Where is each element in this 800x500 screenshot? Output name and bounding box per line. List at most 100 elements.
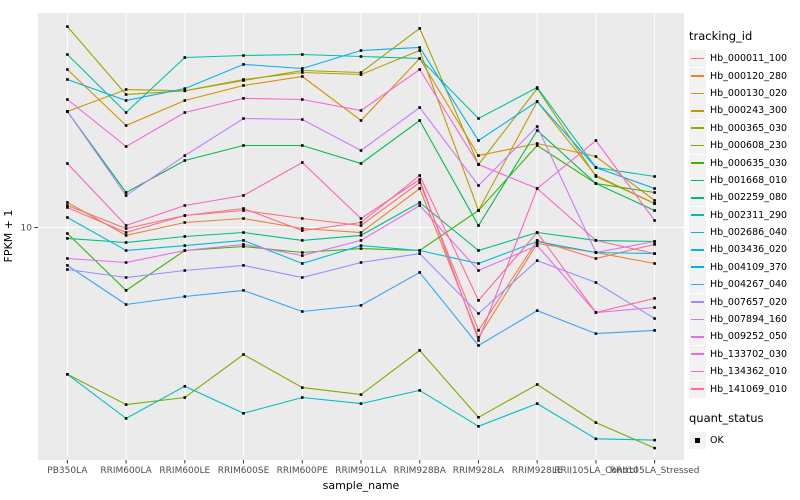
legend-key-line xyxy=(691,127,704,129)
data-point xyxy=(242,289,245,292)
data-point xyxy=(124,99,128,102)
data-point xyxy=(301,67,304,70)
legend-key xyxy=(689,363,706,381)
data-point xyxy=(594,251,598,254)
legend-key-line xyxy=(691,92,704,95)
data-point xyxy=(124,231,128,234)
data-point xyxy=(66,98,69,101)
legend-key xyxy=(689,119,706,137)
data-point xyxy=(594,332,598,335)
data-point xyxy=(594,257,598,260)
legend-key-line xyxy=(691,249,704,251)
data-point xyxy=(66,373,69,376)
data-point xyxy=(535,187,539,190)
legend-key xyxy=(689,224,706,242)
legend-key-line xyxy=(691,214,704,216)
legend-key-line xyxy=(691,301,704,303)
legend-item: Hb_001668_010 xyxy=(689,171,799,189)
data-point xyxy=(301,69,304,72)
data-point xyxy=(242,217,245,220)
data-point xyxy=(535,100,539,103)
data-point xyxy=(183,249,187,252)
data-point xyxy=(301,118,304,121)
legend-item-label: Hb_000011_100 xyxy=(710,53,788,65)
legend-item-label: Hb_000365_030 xyxy=(710,122,788,134)
data-point xyxy=(301,161,304,164)
legend-key xyxy=(689,311,706,329)
data-point xyxy=(477,425,480,428)
data-point xyxy=(418,271,421,274)
data-point xyxy=(594,311,598,314)
data-point xyxy=(477,344,480,347)
data-point xyxy=(183,204,187,207)
data-point xyxy=(418,178,421,181)
legend-item: Hb_134362_010 xyxy=(689,363,799,381)
data-point xyxy=(66,53,69,56)
data-point xyxy=(124,403,128,406)
legend-item-label: Hb_003436_020 xyxy=(710,244,788,256)
data-point xyxy=(418,68,421,71)
legend-item: Hb_009252_050 xyxy=(689,328,799,346)
data-point xyxy=(418,201,421,204)
data-point xyxy=(535,383,539,386)
legend-item: Hb_002311_290 xyxy=(689,206,799,224)
legend-item: Hb_007657_020 xyxy=(689,293,799,311)
data-point xyxy=(359,304,363,307)
data-point xyxy=(242,239,245,242)
data-point xyxy=(653,243,656,246)
data-point xyxy=(66,204,69,207)
legend-key xyxy=(689,171,706,189)
legend-item: Hb_141069_010 xyxy=(689,380,799,398)
data-point xyxy=(66,264,69,267)
legend-key-line xyxy=(691,283,704,286)
data-point xyxy=(477,117,480,120)
data-point xyxy=(183,159,187,162)
data-point xyxy=(594,182,598,185)
legend-item-label: Hb_002259_080 xyxy=(710,192,788,204)
data-point xyxy=(653,240,656,243)
data-point xyxy=(66,216,69,219)
y-tick-label: 10 xyxy=(21,224,33,234)
data-point xyxy=(301,71,304,74)
data-point xyxy=(124,191,128,194)
data-point xyxy=(301,262,304,265)
legend-item-label: Hb_007657_020 xyxy=(710,296,788,308)
data-point xyxy=(359,119,363,122)
data-point xyxy=(242,245,245,248)
legend-key-line xyxy=(691,162,704,164)
legend-key xyxy=(689,241,706,259)
data-point xyxy=(66,78,69,81)
data-point xyxy=(535,86,539,89)
data-point xyxy=(124,145,128,148)
x-tick-label: RRIM928BA xyxy=(394,466,447,476)
data-point xyxy=(535,142,539,145)
data-point xyxy=(242,79,245,82)
data-point xyxy=(124,276,128,279)
data-point xyxy=(242,264,245,267)
data-point xyxy=(242,97,245,100)
legend-key xyxy=(689,50,706,68)
data-point xyxy=(359,402,363,405)
legend-item: Hb_000130_020 xyxy=(689,84,799,102)
data-point xyxy=(242,54,245,57)
data-point xyxy=(124,194,128,197)
data-point xyxy=(301,276,304,279)
data-point xyxy=(66,162,69,165)
data-point xyxy=(477,269,480,272)
data-point xyxy=(477,139,480,142)
legend-item-label: Hb_000635_030 xyxy=(710,157,788,169)
y-axis-title: FPKM + 1 xyxy=(2,210,15,263)
legend-key-line xyxy=(691,109,704,112)
data-point xyxy=(301,217,304,220)
legend-item: Hb_133702_030 xyxy=(689,345,799,363)
legend-key xyxy=(689,137,706,155)
data-point xyxy=(594,281,598,284)
data-point xyxy=(183,214,187,217)
data-point xyxy=(124,249,128,252)
legend-item-label: Hb_000608_230 xyxy=(710,140,788,152)
data-point xyxy=(535,240,539,243)
data-point xyxy=(477,209,480,212)
data-point xyxy=(477,336,480,339)
legend-key xyxy=(689,293,706,311)
